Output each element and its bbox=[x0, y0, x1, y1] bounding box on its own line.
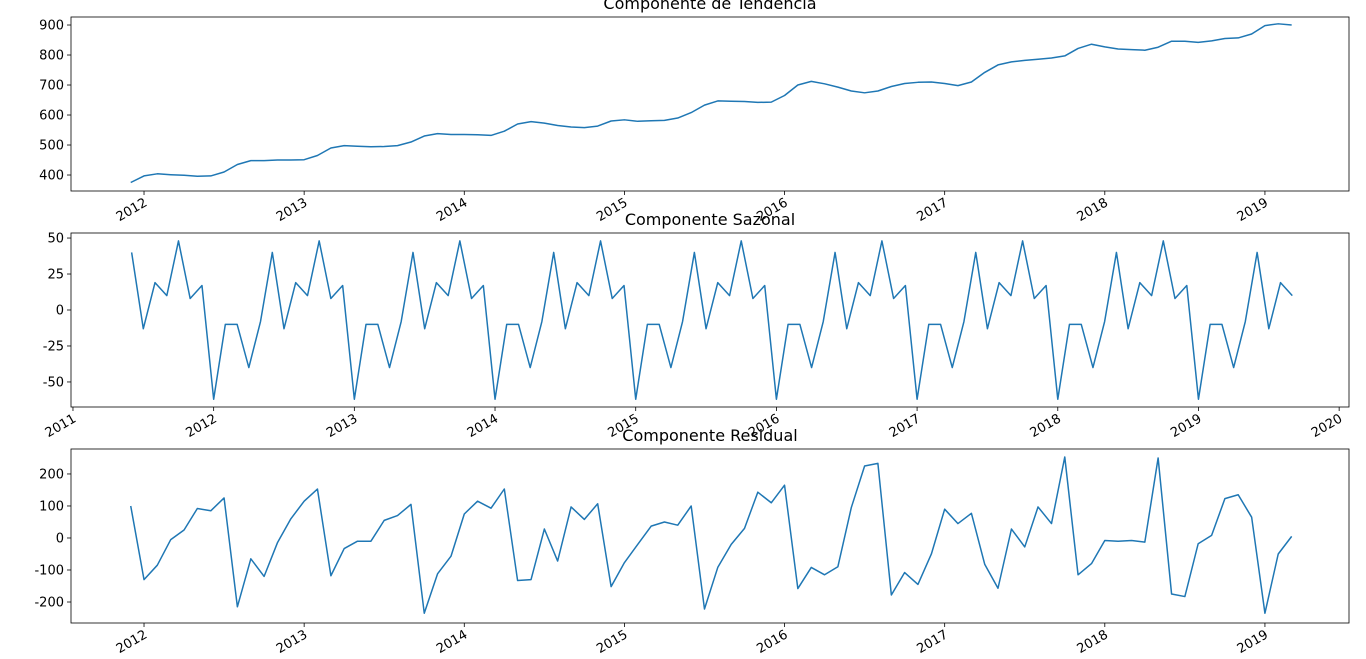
x-tick-label: 2013 bbox=[324, 411, 360, 441]
x-tick-label: 2017 bbox=[915, 627, 951, 655]
y-tick-label: 25 bbox=[47, 268, 64, 283]
x-tick-label: 2019 bbox=[1235, 627, 1271, 655]
y-tick-label: 50 bbox=[47, 232, 64, 247]
chart-title: Componente Residual bbox=[622, 426, 797, 445]
y-tick-label: 400 bbox=[39, 169, 64, 184]
series-line bbox=[130, 23, 1292, 184]
x-tick-label: 2018 bbox=[1028, 411, 1064, 441]
y-tick-label: 0 bbox=[56, 531, 64, 546]
x-tick-label: 2020 bbox=[1309, 411, 1345, 441]
chart-title: Componente de Tendencia bbox=[603, 0, 816, 13]
series-line bbox=[130, 240, 1293, 400]
x-tick-label: 2019 bbox=[1235, 195, 1271, 225]
y-tick-label: 200 bbox=[39, 467, 64, 482]
x-tick-label: 2013 bbox=[274, 195, 310, 225]
y-tick-label: 900 bbox=[39, 19, 64, 34]
x-tick-label: 2013 bbox=[274, 627, 310, 655]
y-tick-label: 500 bbox=[39, 139, 64, 154]
x-tick-label: 2014 bbox=[434, 627, 470, 655]
x-tick-label: 2012 bbox=[114, 195, 150, 225]
y-tick-label: -50 bbox=[43, 375, 64, 390]
x-tick-label: 2018 bbox=[1075, 195, 1111, 225]
x-tick-label: 2015 bbox=[594, 627, 630, 655]
y-tick-label: 0 bbox=[56, 303, 64, 318]
y-tick-label: 700 bbox=[39, 79, 64, 94]
chart-title: Componente Sazonal bbox=[625, 210, 795, 229]
axes-frame bbox=[70, 16, 1350, 192]
axes-frame bbox=[70, 232, 1350, 408]
x-tick-label: 2019 bbox=[1168, 411, 1204, 441]
x-tick-label: 2017 bbox=[887, 411, 923, 441]
x-tick-label: 2018 bbox=[1075, 627, 1111, 655]
x-tick-label: 2011 bbox=[43, 411, 79, 441]
y-tick-label: 800 bbox=[39, 49, 64, 64]
x-tick-label: 2012 bbox=[183, 411, 219, 441]
x-tick-label: 2014 bbox=[434, 195, 470, 225]
y-tick-label: 600 bbox=[39, 109, 64, 124]
x-tick-label: 2016 bbox=[754, 627, 790, 655]
x-tick-label: 2012 bbox=[114, 627, 150, 655]
axes-frame bbox=[70, 448, 1350, 624]
y-tick-label: -25 bbox=[43, 339, 64, 354]
y-tick-label: -100 bbox=[34, 563, 64, 578]
y-tick-label: -200 bbox=[34, 596, 64, 611]
x-tick-label: 2017 bbox=[915, 195, 951, 225]
y-tick-label: 100 bbox=[39, 499, 64, 514]
series-line bbox=[129, 456, 1293, 614]
x-tick-label: 2014 bbox=[465, 411, 501, 441]
